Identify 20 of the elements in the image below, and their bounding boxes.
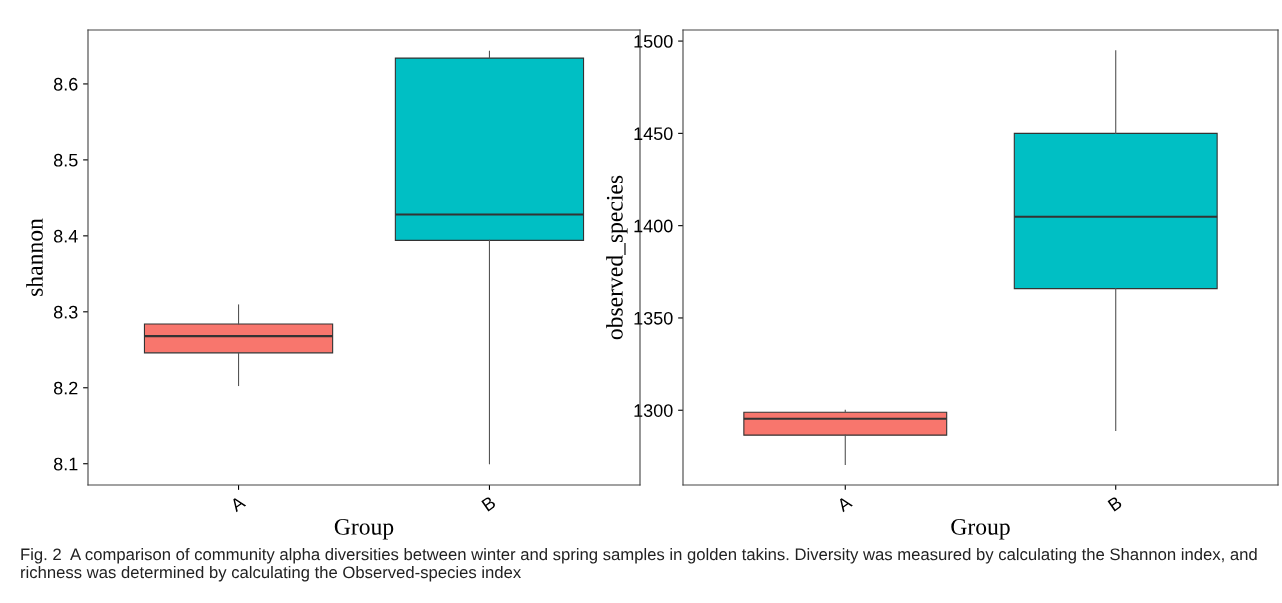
y-axis-title: observed_species xyxy=(606,175,628,340)
y-tick-label: 8.2 xyxy=(53,381,78,395)
y-tick-label: 8.4 xyxy=(53,229,78,243)
y-tick-label: 1350 xyxy=(634,311,673,325)
x-tick-label: A xyxy=(835,495,853,513)
y-tick-label: 1450 xyxy=(634,127,673,141)
y-tick-label: 8.5 xyxy=(53,153,78,167)
y-tick-label: 1500 xyxy=(634,35,673,48)
x-tick-label: B xyxy=(1107,495,1123,512)
y-tick-label: 1300 xyxy=(634,404,673,417)
y-tick-label: 8.1 xyxy=(53,457,78,471)
y-axis-title: shannon xyxy=(26,218,43,296)
x-axis-title: Group xyxy=(334,518,394,540)
x-tick-label: B xyxy=(481,495,497,512)
caption: Fig. 2 A comparison of community alpha diversities between winter and spring samples in golden takins. Diversity was measured by calculating the Shannon index, and richness was determined by calculating the Observed-species index xyxy=(21,548,1257,582)
y-tick-label: 8.6 xyxy=(53,77,78,91)
y-tick-label: 1400 xyxy=(634,219,673,233)
y-tick-label: 8.3 xyxy=(53,305,78,319)
x-tick-label: A xyxy=(229,495,247,513)
x-axis-title: Group xyxy=(951,518,1010,540)
